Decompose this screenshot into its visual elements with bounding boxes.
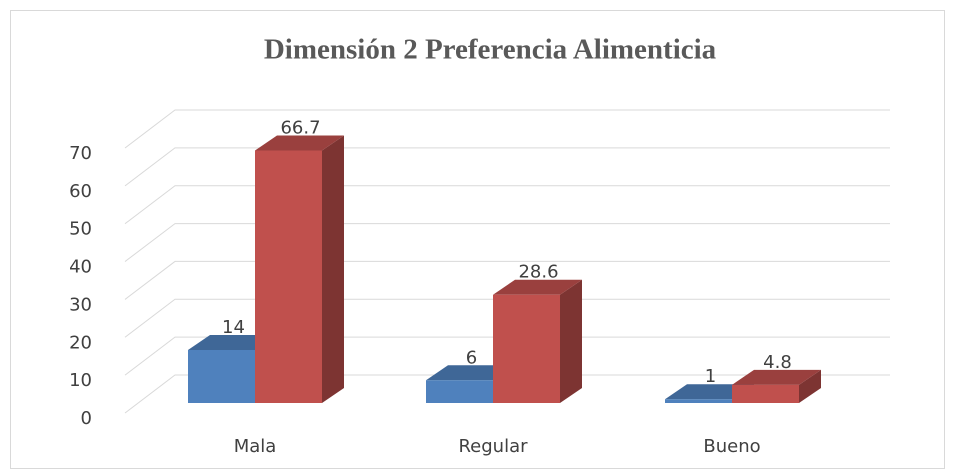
bar-front	[426, 380, 493, 403]
grid-line	[124, 298, 890, 338]
grid-line	[124, 185, 890, 225]
bar-side	[799, 369, 821, 403]
y-tick-label: 50	[69, 219, 92, 240]
grid-line	[124, 223, 890, 262]
grid-line	[124, 147, 890, 187]
chart-title: Dimensión 2 Preferencia Alimenticia	[264, 34, 717, 66]
grid-line	[124, 109, 890, 149]
data-label: 6	[466, 347, 477, 368]
bar-top	[426, 365, 515, 381]
bar-top	[493, 279, 582, 295]
bar-front	[188, 350, 255, 403]
y-tick-label: 20	[69, 332, 92, 353]
bar	[493, 279, 582, 403]
y-tick-label: 70	[69, 143, 92, 164]
bar-front	[255, 150, 322, 403]
bar	[732, 369, 821, 403]
bar	[255, 135, 344, 403]
x-tick-label: Regular	[458, 436, 528, 457]
y-tick-label: 10	[69, 370, 92, 391]
y-tick-label: 60	[69, 181, 92, 202]
grid-line	[124, 336, 890, 376]
bar-top	[732, 369, 821, 385]
x-tick-label: Bueno	[703, 436, 760, 457]
data-label: 28.6	[518, 262, 558, 283]
bar-front	[493, 294, 560, 403]
y-tick-label: 30	[69, 294, 92, 315]
bar-top	[665, 384, 754, 400]
x-tick-label: Mala	[234, 436, 277, 457]
data-label: 66.7	[280, 117, 320, 138]
grid-line	[124, 260, 890, 300]
bar-side	[322, 135, 344, 403]
y-tick-label: 0	[81, 408, 92, 429]
data-label: 4.8	[763, 352, 792, 373]
grid-line	[124, 374, 890, 414]
bar-top	[188, 335, 277, 350]
bar-front	[732, 384, 799, 403]
bar-front	[665, 399, 732, 403]
bar-side	[560, 279, 582, 403]
bar-top	[255, 135, 344, 151]
data-label: 1	[705, 366, 716, 387]
y-tick-label: 40	[69, 257, 92, 278]
data-label: 14	[222, 317, 245, 338]
